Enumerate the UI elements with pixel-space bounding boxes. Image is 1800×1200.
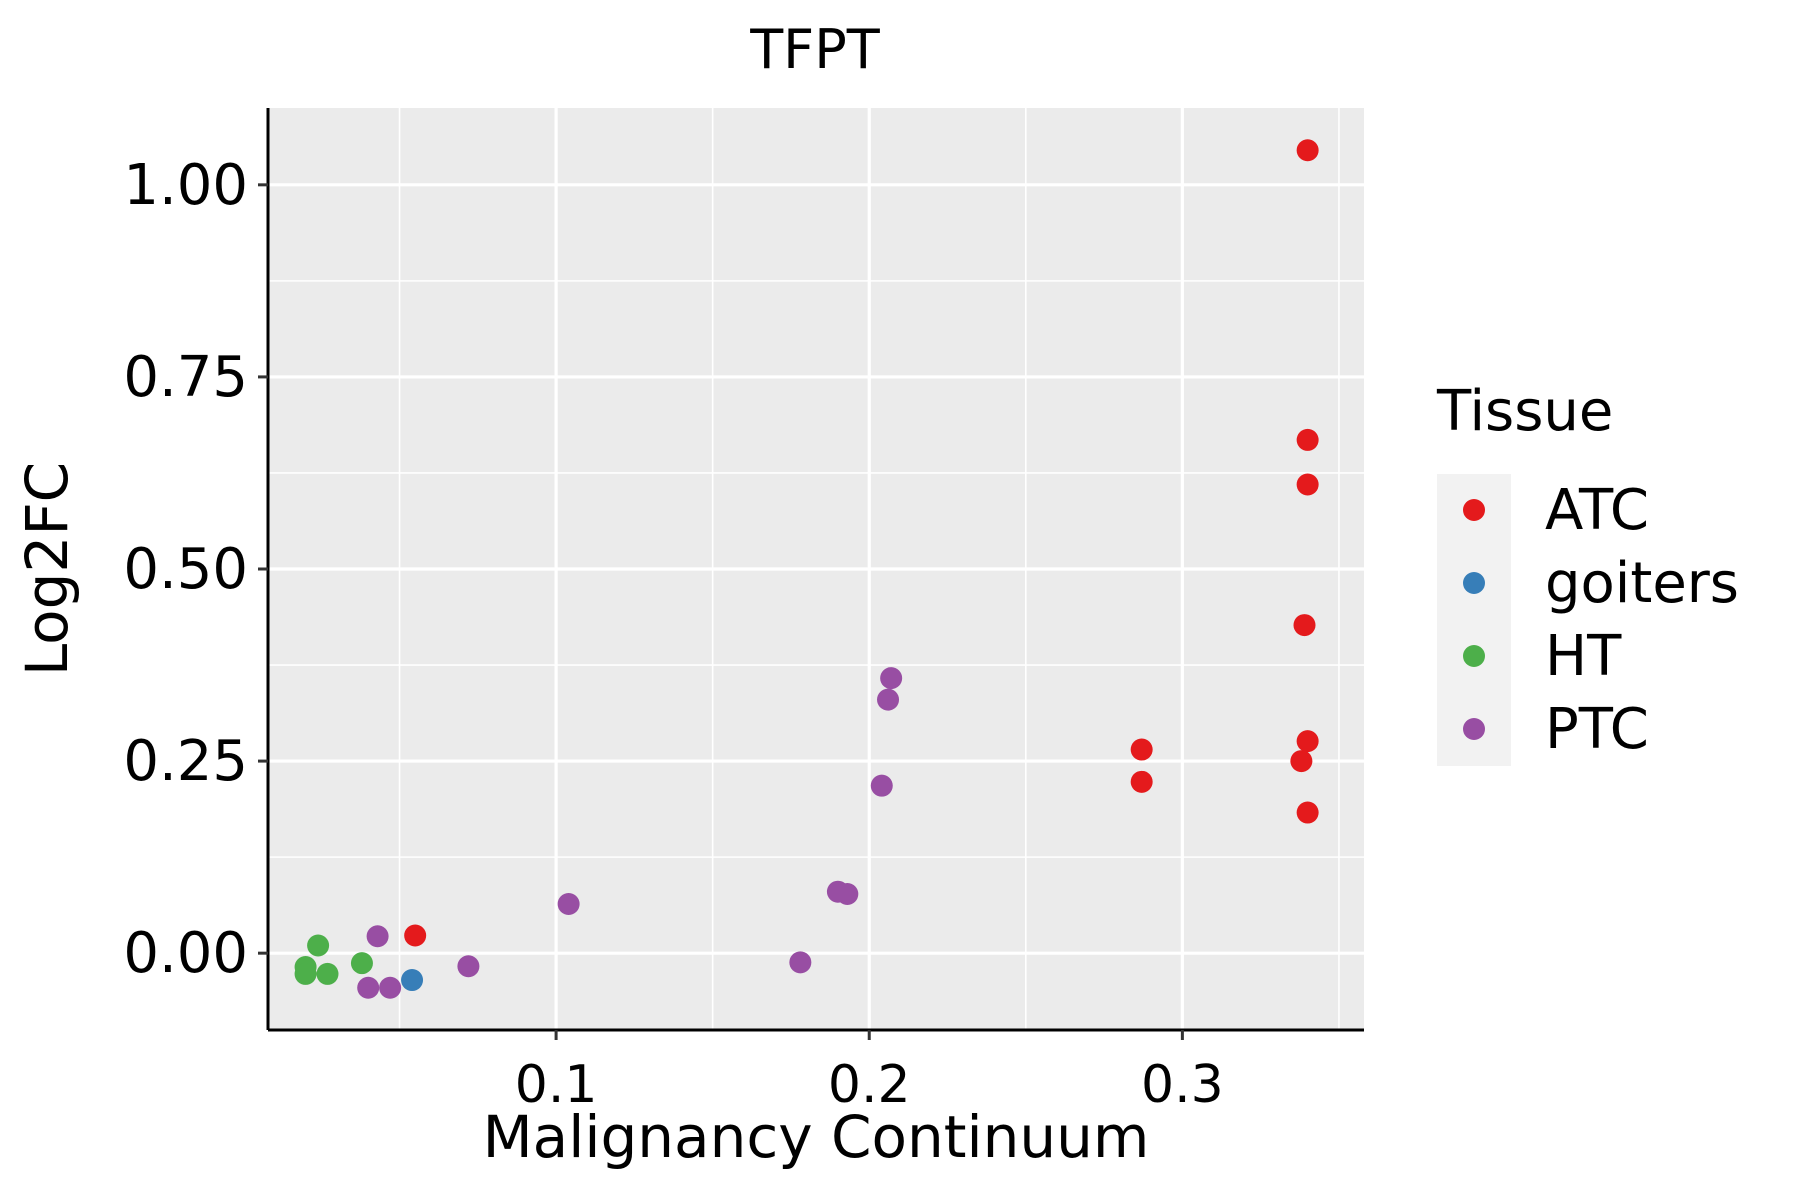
legend-title: Tissue <box>1436 379 1613 444</box>
data-point-ptc <box>877 688 900 711</box>
y-tick-label: 0.50 <box>123 537 248 602</box>
legend-key-ht <box>1463 645 1485 667</box>
data-point-ptc <box>366 925 389 948</box>
grid-lines <box>268 108 1364 1030</box>
data-point-ptc <box>836 883 859 906</box>
y-tick-label: 0.00 <box>123 921 248 986</box>
data-point-atc <box>1296 139 1319 162</box>
data-point-ht <box>307 934 330 957</box>
x-tick-label: 0.1 <box>515 1055 598 1115</box>
data-point-ptc <box>379 976 402 999</box>
legend-label-goiters: goiters <box>1545 551 1739 616</box>
data-point-ptc <box>557 892 580 915</box>
data-point-ptc <box>457 955 480 978</box>
x-axis-label: Malignancy Continuum <box>483 1103 1150 1171</box>
x-tick-label: 0.3 <box>1141 1055 1224 1115</box>
y-tick-label: 0.75 <box>123 345 248 410</box>
data-point-atc <box>1290 750 1313 773</box>
data-point-ptc <box>789 951 812 974</box>
data-point-atc <box>1296 473 1319 496</box>
data-point-ptc <box>357 976 380 999</box>
legend-label-atc: ATC <box>1545 478 1649 543</box>
data-points <box>294 139 1319 999</box>
data-point-ht <box>294 962 317 985</box>
y-axis-label: Log2FC <box>13 462 81 676</box>
data-point-atc <box>1130 738 1153 761</box>
legend: Tissue ATC goiters HT PTC <box>1436 379 1739 766</box>
data-point-atc <box>1293 614 1316 637</box>
legend-label-ptc: PTC <box>1545 697 1649 762</box>
legend-label-ht: HT <box>1545 624 1622 689</box>
data-point-atc <box>1296 428 1319 451</box>
legend-key-atc <box>1463 499 1485 521</box>
axis-ticks: 0.1 0.2 0.3 0.00 0.25 0.50 0.75 1.00 <box>123 153 1223 1115</box>
x-tick-label: 0.2 <box>828 1055 911 1115</box>
chart-title: TFPT <box>749 18 881 81</box>
data-point-ht <box>316 962 339 985</box>
data-point-atc <box>1130 770 1153 793</box>
data-point-goiters <box>401 969 424 992</box>
y-tick-label: 1.00 <box>123 153 248 218</box>
data-point-ptc <box>880 667 903 690</box>
data-point-atc <box>1296 801 1319 824</box>
y-tick-label: 0.25 <box>123 729 248 794</box>
data-point-atc <box>1296 730 1319 753</box>
legend-key-background <box>1437 474 1511 766</box>
data-point-ht <box>350 952 373 975</box>
data-point-ptc <box>870 774 893 797</box>
data-point-atc <box>404 924 427 947</box>
legend-key-ptc <box>1463 718 1485 740</box>
legend-key-goiters <box>1463 572 1485 594</box>
